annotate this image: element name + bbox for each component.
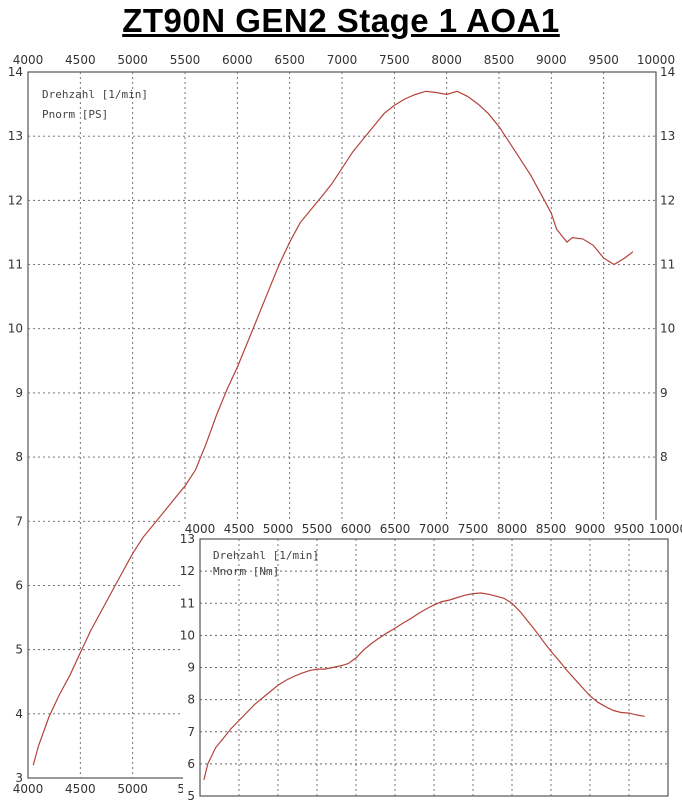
main-y-tick-left: 12 <box>8 193 23 207</box>
inset-x-tick: 7500 <box>458 522 489 536</box>
inset-x-tick: 6000 <box>341 522 372 536</box>
main-y-tick-right: 11 <box>660 258 675 272</box>
inset-x-tick: 4500 <box>224 522 255 536</box>
main-x-tick-top: 6500 <box>274 53 305 67</box>
main-y-tick-left: 10 <box>8 322 23 336</box>
inset-y-tick: 13 <box>180 532 195 546</box>
main-y-tick-left: 5 <box>15 643 23 657</box>
main-x-tick-top: 4000 <box>13 53 44 67</box>
main-x-tick-top: 8500 <box>484 53 515 67</box>
main-x-tick-top: 10000 <box>637 53 675 67</box>
main-x-tick-bottom: 4000 <box>13 782 44 796</box>
inset-y-tick: 10 <box>180 628 195 642</box>
main-y-tick-right: 14 <box>660 65 675 79</box>
inset-y-tick: 5 <box>187 789 195 800</box>
main-x-tick-bottom: 5000 <box>117 782 148 796</box>
main-y-tick-left: 7 <box>15 514 23 528</box>
inset-x-tick: 5500 <box>302 522 333 536</box>
inset-x-tick: 9000 <box>575 522 606 536</box>
inset-x-tick: 7000 <box>419 522 450 536</box>
inset-x-tick: 4000 <box>185 522 216 536</box>
inset-y-tick: 12 <box>180 564 195 578</box>
inset-legend-entry: Drehzahl [1/min] <box>213 549 319 562</box>
main-x-tick-top: 6000 <box>222 53 253 67</box>
inset-y-tick: 11 <box>180 596 195 610</box>
inset-x-tick: 8000 <box>497 522 528 536</box>
main-y-tick-right: 13 <box>660 129 675 143</box>
main-y-tick-left: 13 <box>8 129 23 143</box>
inset-y-tick: 6 <box>187 757 195 771</box>
main-y-tick-left: 3 <box>15 771 23 785</box>
main-y-tick-left: 4 <box>15 707 23 721</box>
main-y-tick-right: 10 <box>660 322 675 336</box>
main-legend-entry: Pnorm [PS] <box>42 108 108 121</box>
main-x-tick-top: 8000 <box>431 53 462 67</box>
main-y-tick-right: 9 <box>660 386 668 400</box>
main-legend-entry: Drehzahl [1/min] <box>42 88 148 101</box>
main-x-tick-top: 9500 <box>588 53 619 67</box>
main-x-tick-bottom: 4500 <box>65 782 96 796</box>
main-y-tick-left: 8 <box>15 450 23 464</box>
main-y-tick-right: 12 <box>660 193 675 207</box>
main-x-tick-top: 7500 <box>379 53 410 67</box>
main-x-tick-top: 5000 <box>117 53 148 67</box>
main-x-tick-top: 5500 <box>170 53 201 67</box>
main-x-tick-top: 9000 <box>536 53 567 67</box>
inset-x-tick: 8500 <box>536 522 567 536</box>
main-y-tick-right: 8 <box>660 450 668 464</box>
main-y-tick-left: 9 <box>15 386 23 400</box>
inset-y-tick: 9 <box>187 661 195 675</box>
main-x-tick-top: 4500 <box>65 53 96 67</box>
inset-x-tick: 10000 <box>649 522 682 536</box>
page-title: ZT90N GEN2 Stage 1 AOA1 <box>122 2 560 39</box>
main-y-tick-left: 14 <box>8 65 23 79</box>
inset-torque-curve <box>203 592 645 781</box>
inset-x-tick: 6500 <box>380 522 411 536</box>
main-x-tick-top: 7000 <box>327 53 358 67</box>
inset-y-tick: 8 <box>187 693 195 707</box>
main-y-tick-left: 6 <box>15 578 23 592</box>
main-power-curve <box>32 90 634 766</box>
inset-x-tick: 9500 <box>614 522 645 536</box>
main-y-tick-left: 11 <box>8 258 23 272</box>
inset-y-tick: 7 <box>187 725 195 739</box>
inset-x-tick: 5000 <box>263 522 294 536</box>
inset-legend-entry: Mnorm [Nm] <box>213 565 279 578</box>
